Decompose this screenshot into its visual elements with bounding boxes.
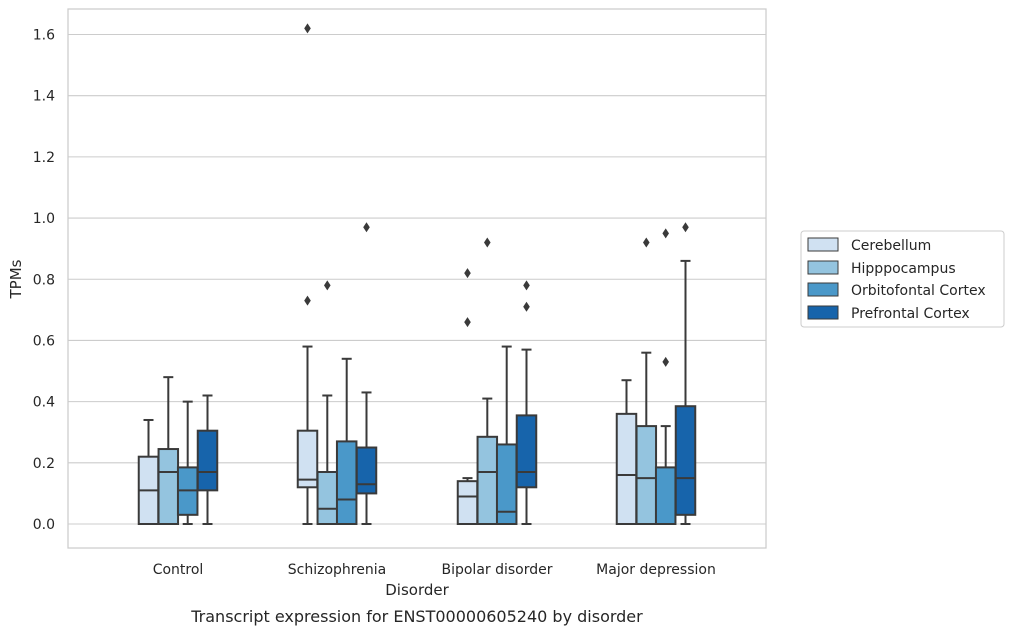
outlier-point xyxy=(464,268,471,279)
legend-swatch xyxy=(807,305,839,320)
legend-swatch xyxy=(807,282,839,297)
boxes xyxy=(137,23,697,526)
box-body xyxy=(674,405,697,516)
outlier-point xyxy=(662,356,669,367)
x-tick-label: Schizophrenia xyxy=(288,562,386,578)
box-body xyxy=(635,425,658,526)
box-hipppocampus xyxy=(157,376,180,526)
outlier-point xyxy=(643,237,650,248)
box-orbitofontal-cortex xyxy=(654,228,677,525)
box-body xyxy=(476,435,499,525)
y-tick-label: 0.4 xyxy=(33,395,55,411)
legend-label: Hipppocampus xyxy=(851,261,956,277)
outlier-point xyxy=(464,317,471,328)
outlier-point xyxy=(682,222,689,233)
outlier-point xyxy=(523,280,530,291)
box-body xyxy=(355,446,378,495)
chart-caption: Transcript expression for ENST0000060524… xyxy=(190,607,643,626)
box-orbitofontal-cortex xyxy=(335,357,358,526)
outlier-point xyxy=(484,237,491,248)
legend-label: Cerebellum xyxy=(851,238,931,254)
box-prefrontal-cortex xyxy=(355,222,378,525)
box-orbitofontal-cortex xyxy=(176,400,199,525)
outlier-point xyxy=(662,228,669,239)
x-tick-label: Major depression xyxy=(596,562,716,578)
box-body xyxy=(157,448,180,526)
legend-label: Orbitofontal Cortex xyxy=(851,283,986,299)
outlier-point xyxy=(363,222,370,233)
legend-swatch xyxy=(807,260,839,275)
x-tick-label: Bipolar disorder xyxy=(441,562,552,578)
box-prefrontal-cortex xyxy=(196,394,219,525)
y-tick-label: 1.4 xyxy=(33,89,55,105)
legend-frame xyxy=(800,230,1005,328)
y-axis-title: TPMs xyxy=(7,259,25,299)
box-prefrontal-cortex xyxy=(515,280,538,525)
legend-label: Prefrontal Cortex xyxy=(851,306,970,322)
box-body xyxy=(456,480,479,526)
box-orbitofontal-cortex xyxy=(495,345,518,525)
y-tick-labels: 0.0 0.2 0.4 0.6 0.8 1.0 1.2 1.4 1.6 xyxy=(33,28,55,534)
box-body xyxy=(654,466,677,525)
outlier-point xyxy=(304,295,311,306)
x-axis-title: Disorder xyxy=(385,581,449,599)
box-body xyxy=(316,470,339,526)
box-cerebellum xyxy=(615,379,638,525)
box-body xyxy=(515,414,538,489)
y-tick-label: 0.6 xyxy=(33,333,55,349)
y-tick-label: 0.8 xyxy=(33,272,55,288)
x-tick-labels: Control Schizophrenia Bipolar disorder Majo… xyxy=(153,562,716,578)
y-tick-label: 1.2 xyxy=(33,150,55,166)
outlier-point xyxy=(523,301,530,312)
box-body xyxy=(296,429,319,489)
legend-swatch xyxy=(807,237,839,252)
legend: Cerebellum Hipppocampus Orbitofontal Corte… xyxy=(800,230,1005,328)
box-cerebellum xyxy=(137,418,160,526)
x-tick-label: Control xyxy=(153,562,204,578)
box-cerebellum xyxy=(296,23,319,525)
box-body xyxy=(335,440,358,526)
box-body xyxy=(196,429,219,492)
box-body xyxy=(615,412,638,525)
y-tick-label: 0.0 xyxy=(33,517,55,533)
outlier-point xyxy=(324,280,331,291)
y-tick-label: 1.0 xyxy=(33,211,55,227)
box-cerebellum xyxy=(456,268,479,526)
y-tick-label: 0.2 xyxy=(33,456,55,472)
outlier-point xyxy=(304,23,311,34)
box-prefrontal-cortex xyxy=(674,222,697,525)
y-tick-label: 1.6 xyxy=(33,28,55,44)
